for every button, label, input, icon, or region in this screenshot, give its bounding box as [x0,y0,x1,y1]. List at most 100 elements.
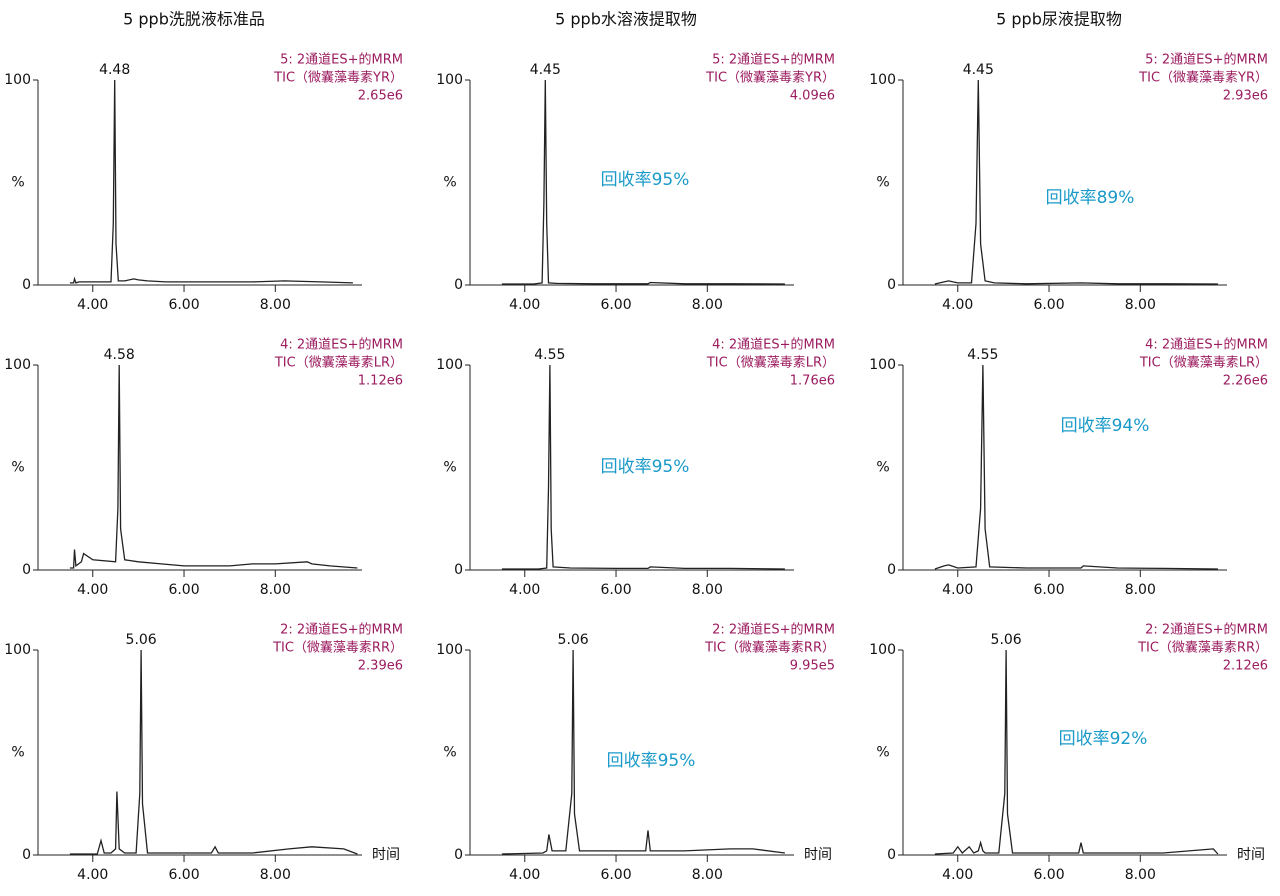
trace-info: 1.76e6 [790,374,835,389]
x-tick-label: 4.00 [509,297,540,313]
y-tick-label: 0 [454,277,463,293]
peak-label: 4.45 [530,62,561,78]
trace [69,364,358,569]
trace-info: 5: 2通道ES+的MRM [1145,52,1268,68]
y-tick-label: 0 [454,562,463,578]
column-title: 5 ppb洗脱液标准品 [123,10,265,29]
x-tick-label: 6.00 [1033,297,1064,313]
x-tick-label: 4.00 [77,867,108,883]
y-axis-label: % [11,460,24,476]
y-tick-label: 100 [869,357,896,373]
trace [501,364,785,570]
y-axis-label: % [876,745,889,761]
y-tick-label: 100 [4,357,31,373]
trace-info: TIC（微囊藻毒素LR） [274,355,403,371]
x-tick-label: 8.00 [692,582,723,598]
y-tick-label: 100 [436,72,463,88]
x-tick-label: 4.00 [942,582,973,598]
y-axis-label: % [876,175,889,191]
y-tick-label: 0 [22,562,31,578]
y-tick-label: 100 [436,642,463,658]
y-tick-label: 100 [4,642,31,658]
peak-label: 5.06 [558,632,589,648]
peak-label: 4.48 [99,62,130,78]
x-tick-label: 6.00 [1033,582,1064,598]
x-tick-label: 8.00 [692,867,723,883]
peak-label: 5.06 [126,632,157,648]
trace-info: TIC（微囊藻毒素LR） [706,355,835,371]
y-tick-label: 100 [4,72,31,88]
x-tick-label: 8.00 [1125,867,1156,883]
y-axis-label: % [443,460,456,476]
y-tick-label: 100 [436,357,463,373]
y-tick-label: 0 [887,277,896,293]
trace-info: TIC（微囊藻毒素RR） [704,640,835,656]
trace [501,649,785,855]
recovery-note: 回收率94% [1061,416,1150,436]
x-tick-label: 8.00 [260,297,291,313]
trace-info: 2: 2通道ES+的MRM [1145,622,1268,638]
x-tick-label: 4.00 [509,582,540,598]
peak-label: 4.45 [963,62,994,78]
recovery-note: 回收率89% [1046,188,1135,208]
y-axis-label: % [11,745,24,761]
trace-info: 4: 2通道ES+的MRM [280,337,403,353]
y-tick-label: 100 [869,642,896,658]
recovery-note: 回收率92% [1059,729,1148,749]
trace-info: TIC（微囊藻毒素YR） [273,70,403,86]
peak-label: 4.55 [534,347,565,363]
y-tick-label: 0 [454,847,463,863]
x-tick-label: 4.00 [509,867,540,883]
x-tick-label: 6.00 [1033,867,1064,883]
trace [934,649,1219,855]
x-tick-label: 6.00 [600,582,631,598]
trace-info: 4: 2通道ES+的MRM [712,337,835,353]
trace [69,79,353,284]
peak-label: 5.06 [991,632,1022,648]
x-tick-label: 8.00 [260,867,291,883]
y-tick-label: 100 [869,72,896,88]
x-tick-label: 6.00 [600,297,631,313]
trace-info: 5: 2通道ES+的MRM [280,52,403,68]
trace-info: 2.39e6 [358,659,403,674]
y-tick-label: 0 [22,277,31,293]
peak-label: 4.58 [104,347,135,363]
x-tick-label: 8.00 [1125,582,1156,598]
trace [934,364,1218,570]
trace-info: 4.09e6 [790,89,835,104]
y-tick-label: 0 [887,562,896,578]
x-tick-label: 4.00 [77,297,108,313]
column-title: 5 ppb尿液提取物 [996,10,1122,29]
recovery-note: 回收率95% [601,170,690,190]
x-axis-label: 时间 [1237,847,1265,863]
trace [501,79,785,285]
peak-label: 4.55 [967,347,998,363]
trace-info: 2.26e6 [1223,374,1268,389]
trace [69,649,358,855]
x-tick-label: 6.00 [168,297,199,313]
x-tick-label: 6.00 [600,867,631,883]
x-tick-label: 4.00 [77,582,108,598]
x-tick-label: 8.00 [1125,297,1156,313]
trace-info: 2: 2通道ES+的MRM [712,622,835,638]
x-tick-label: 6.00 [168,867,199,883]
trace-info: TIC（微囊藻毒素YR） [705,70,835,86]
trace-info: 2.12e6 [1223,659,1268,674]
trace-info: TIC（微囊藻毒素RR） [1137,640,1268,656]
x-tick-label: 6.00 [168,582,199,598]
recovery-note: 回收率95% [601,457,690,477]
y-tick-label: 0 [22,847,31,863]
y-axis-label: % [11,175,24,191]
x-tick-label: 8.00 [692,297,723,313]
trace-info: 2.65e6 [358,89,403,104]
y-tick-label: 0 [887,847,896,863]
trace [934,79,1218,285]
trace-info: 9.95e5 [790,659,835,674]
trace-info: 4: 2通道ES+的MRM [1145,337,1268,353]
trace-info: TIC（微囊藻毒素RR） [272,640,403,656]
trace-info: 2: 2通道ES+的MRM [280,622,403,638]
recovery-note: 回收率95% [607,751,696,771]
trace-info: 1.12e6 [358,374,403,389]
